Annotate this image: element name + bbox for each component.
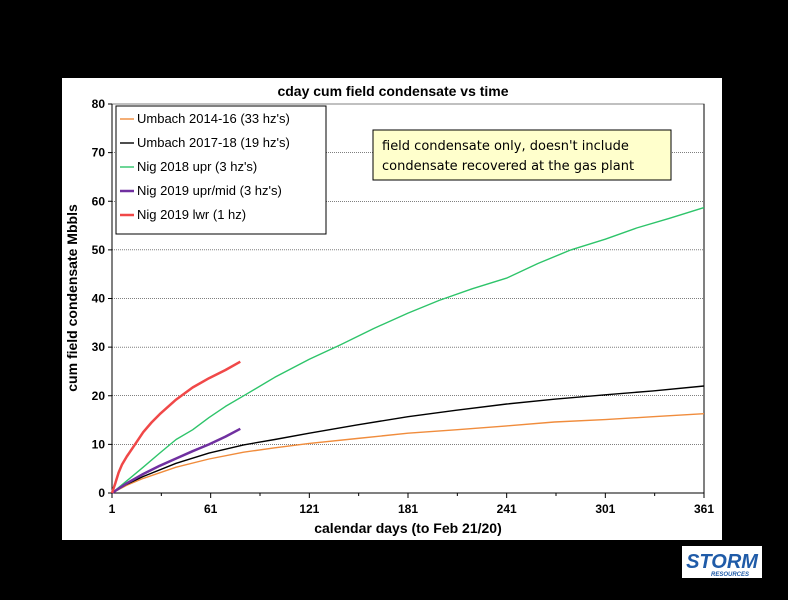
x-axis-ticks: 1 61 121 181 241 301 361 xyxy=(109,493,714,516)
x-tick-label: 241 xyxy=(497,502,517,516)
y-axis-label: cum field condensate Mbbls xyxy=(64,204,80,392)
annotation-box: field condensate only, doesn't include c… xyxy=(372,129,672,181)
x-tick-label: 361 xyxy=(694,502,714,516)
x-tick-label: 1 xyxy=(109,502,116,516)
y-axis-ticks: 0 10 20 30 40 50 60 70 80 xyxy=(92,97,112,500)
legend-label-3: Nig 2018 upr (3 hz's) xyxy=(137,159,257,174)
series-lines xyxy=(110,206,705,495)
legend: Umbach 2014-16 (33 hz's) Umbach 2017-18 (… xyxy=(115,105,327,235)
y-tick-label: 70 xyxy=(92,146,106,160)
x-axis-label: calendar days (to Feb 21/20) xyxy=(314,520,502,536)
legend-box xyxy=(115,105,327,235)
legend-label-4: Nig 2019 upr/mid (3 hz's) xyxy=(137,183,282,198)
legend-label-1: Umbach 2014-16 (33 hz's) xyxy=(137,111,290,126)
logo-background xyxy=(682,546,762,578)
series-line-3 xyxy=(111,206,705,494)
legend-label-2: Umbach 2017-18 (19 hz's) xyxy=(137,135,290,150)
y-tick-label: 10 xyxy=(92,437,106,451)
y-tick-label: 80 xyxy=(92,97,106,111)
y-tick-label: 20 xyxy=(92,389,106,403)
logo-word: STORM xyxy=(686,551,759,573)
series-line-5 xyxy=(110,360,241,494)
storm-logo: STORM RESOURCES xyxy=(682,546,762,578)
chart-title: cday cum field condensate vs time xyxy=(277,83,508,99)
series-line-4 xyxy=(111,427,241,495)
y-tick-label: 60 xyxy=(92,194,106,208)
legend-label-5: Nig 2019 lwr (1 hz) xyxy=(137,207,246,222)
x-tick-label: 61 xyxy=(204,502,218,516)
y-tick-label: 50 xyxy=(92,243,106,257)
annotation-line-2: condensate recovered at the gas plant xyxy=(382,159,634,174)
annotation-background xyxy=(372,129,672,181)
y-tick-label: 0 xyxy=(98,486,105,500)
logo-subtitle: RESOURCES xyxy=(711,572,749,578)
series-line-1 xyxy=(111,413,705,494)
series-line-2 xyxy=(111,385,705,494)
x-tick-label: 301 xyxy=(595,502,615,516)
x-tick-label: 181 xyxy=(398,502,418,516)
x-tick-label: 121 xyxy=(299,502,319,516)
y-tick-label: 40 xyxy=(92,292,106,306)
y-tick-label: 30 xyxy=(92,340,106,354)
annotation-line-1: field condensate only, doesn't include xyxy=(382,139,629,154)
